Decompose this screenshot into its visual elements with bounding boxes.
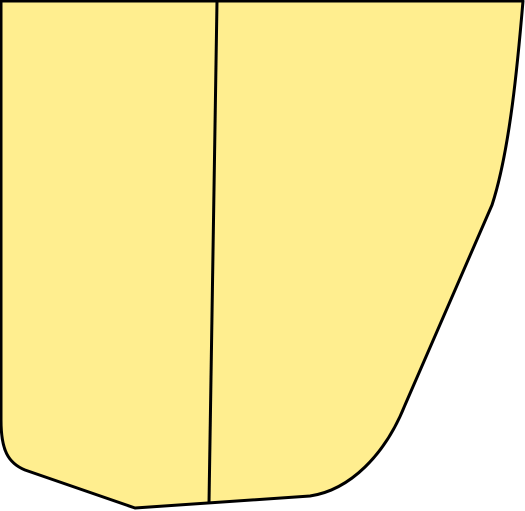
panel-divider-line bbox=[207, 0, 219, 504]
